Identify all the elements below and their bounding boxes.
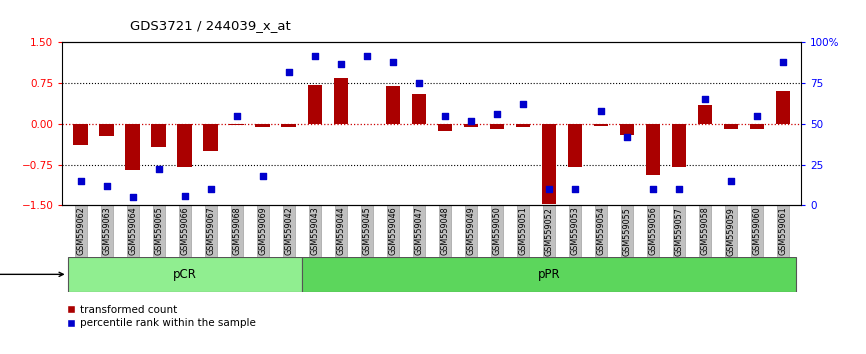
Bar (281, 124, 296, 127)
Bar (333, 78, 348, 124)
Bar (672, 124, 686, 167)
Bar (68, 257, 301, 292)
Bar (178, 124, 191, 167)
Point (229, 113, 243, 119)
Bar (255, 124, 270, 127)
Bar (411, 94, 426, 124)
Bar (307, 85, 322, 124)
Point (359, 53, 373, 58)
Bar (229, 124, 243, 125)
Point (438, 113, 452, 119)
Point (100, 183, 113, 189)
Point (411, 80, 425, 86)
Bar (385, 86, 400, 124)
Point (646, 186, 660, 192)
Bar (100, 124, 113, 136)
Text: pCR: pCR (172, 268, 197, 281)
Bar (463, 124, 478, 127)
Bar (515, 124, 530, 127)
Bar (750, 124, 764, 129)
Point (724, 178, 738, 184)
Bar (698, 105, 712, 124)
Point (385, 59, 399, 65)
Bar (567, 124, 582, 167)
Point (776, 59, 790, 65)
Point (74, 178, 87, 184)
Bar (301, 257, 796, 292)
Legend: transformed count, percentile rank within the sample: transformed count, percentile rank withi… (62, 301, 260, 332)
Text: disease state: disease state (0, 269, 63, 279)
Point (672, 186, 686, 192)
Bar (776, 91, 790, 124)
Text: pPR: pPR (538, 268, 560, 281)
Point (204, 186, 217, 192)
Bar (541, 124, 556, 204)
Bar (489, 124, 504, 129)
Point (333, 61, 347, 67)
Point (542, 186, 556, 192)
Bar (593, 124, 608, 126)
Point (620, 134, 634, 140)
Bar (620, 124, 634, 135)
Point (698, 97, 712, 102)
Bar (724, 124, 738, 129)
Bar (74, 124, 87, 144)
Point (152, 167, 165, 172)
Point (255, 173, 269, 179)
Bar (126, 124, 139, 170)
Point (568, 186, 582, 192)
Point (464, 118, 478, 124)
Point (516, 102, 530, 107)
Point (490, 111, 504, 117)
Bar (152, 124, 165, 147)
Bar (204, 124, 217, 151)
Point (750, 113, 764, 119)
Point (178, 193, 191, 198)
Text: GDS3721 / 244039_x_at: GDS3721 / 244039_x_at (130, 19, 291, 32)
Point (126, 194, 139, 200)
Bar (437, 124, 452, 131)
Point (281, 69, 295, 75)
Point (307, 53, 321, 58)
Point (594, 108, 608, 114)
Bar (646, 124, 660, 176)
